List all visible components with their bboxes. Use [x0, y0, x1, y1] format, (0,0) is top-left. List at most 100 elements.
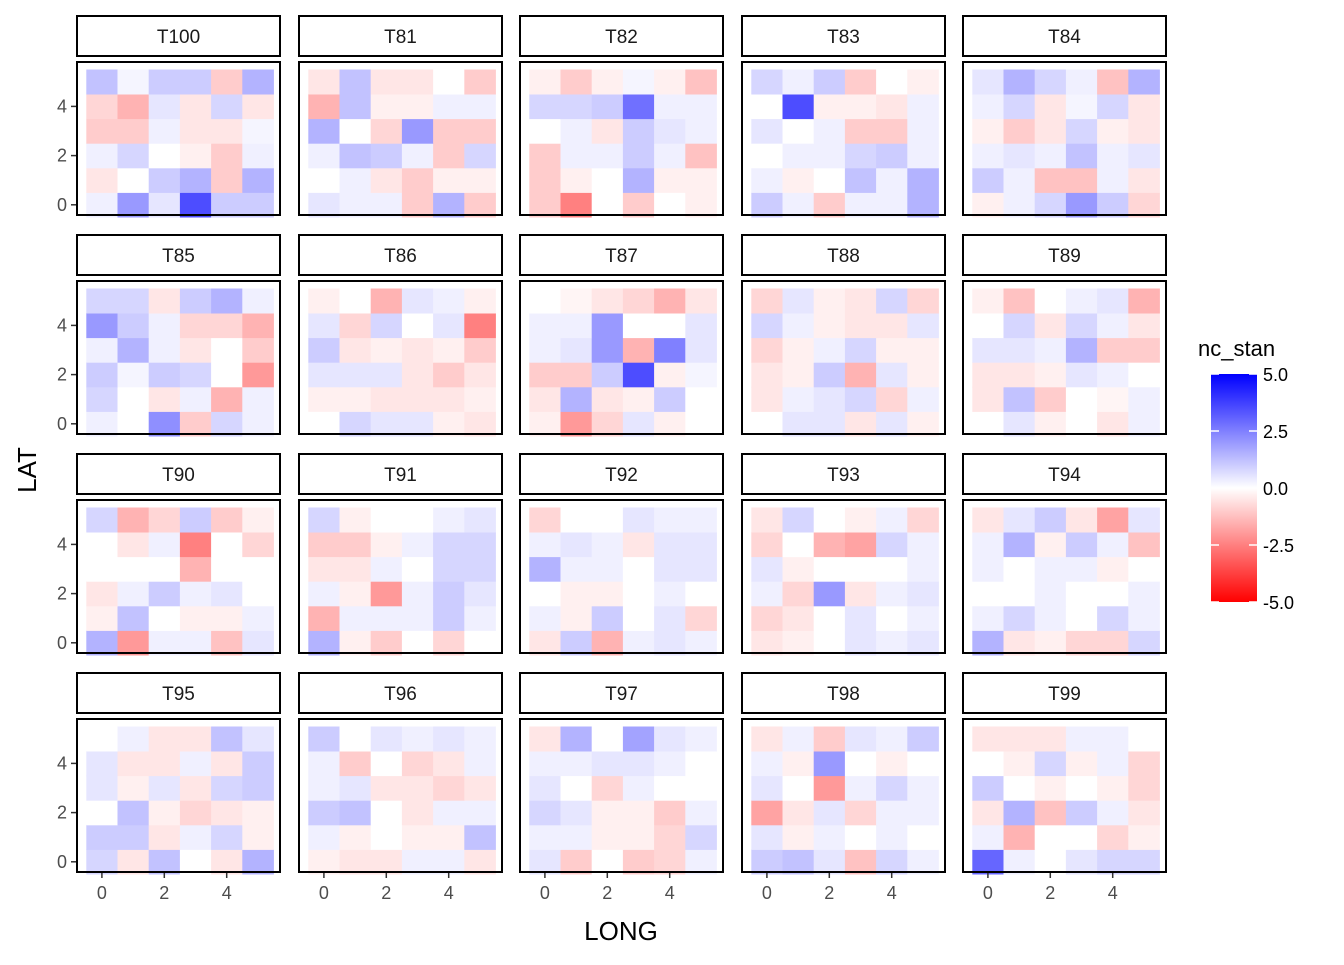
heatmap-cell [529, 192, 561, 218]
heatmap-cell [1065, 824, 1098, 850]
heatmap-cell [972, 751, 1004, 777]
heatmap-cell [654, 337, 686, 363]
heatmap-cell [751, 726, 783, 752]
heatmap-cell [370, 118, 403, 144]
heatmap-cell [370, 507, 403, 533]
heatmap-cell [1034, 581, 1067, 607]
panel-border [519, 280, 724, 435]
heatmap-cell [813, 556, 846, 582]
heatmap-cell [370, 775, 403, 801]
heatmap-cell [1003, 94, 1036, 120]
heatmap-cell [844, 118, 877, 144]
heatmap-cell [370, 824, 403, 850]
heatmap-cell [401, 411, 434, 437]
heatmap-cell [370, 532, 403, 558]
heatmap-cell [685, 751, 717, 777]
heatmap-cell [876, 630, 908, 656]
heatmap-cell [622, 167, 655, 193]
heatmap-cell [179, 824, 212, 850]
heatmap-cell [654, 118, 686, 144]
heatmap-cell [86, 94, 118, 120]
legend-title: nc_stan [1198, 336, 1275, 361]
heatmap-cell [148, 192, 181, 218]
heatmap-cell [622, 630, 655, 656]
heatmap-cell [972, 192, 1004, 218]
heatmap-cell [876, 751, 908, 777]
heatmap-cell [339, 69, 372, 95]
heatmap-cell [1034, 143, 1067, 169]
heatmap-cell [782, 507, 815, 533]
heatmap-cell [782, 630, 815, 656]
heatmap-cell [876, 507, 908, 533]
heatmap-cell [813, 726, 846, 752]
heatmap-cell [844, 630, 877, 656]
heatmap-cell [86, 726, 118, 752]
heatmap-cell [117, 386, 150, 412]
facet-label: T98 [827, 684, 860, 705]
heatmap-cell [972, 386, 1004, 412]
heatmap-cell [529, 532, 561, 558]
heatmap-cell [1065, 775, 1098, 801]
heatmap-cell [370, 849, 403, 875]
heatmap-cell [401, 751, 434, 777]
heatmap-cell [844, 581, 877, 607]
heatmap-cell [401, 507, 434, 533]
heatmap-cell [782, 288, 815, 314]
heatmap-cell [876, 532, 908, 558]
heatmap-cell [308, 192, 340, 218]
heatmap-cell [622, 69, 655, 95]
heatmap-cell [148, 69, 181, 95]
heatmap-cells [308, 288, 496, 437]
heatmap-cell [972, 313, 1004, 339]
heatmap-cells [308, 726, 496, 875]
heatmap-cell [654, 362, 686, 388]
heatmap-cell [560, 192, 593, 218]
heatmap-cell [813, 581, 846, 607]
heatmap-cell [117, 532, 150, 558]
heatmap-cell [1128, 775, 1160, 801]
heatmap-cell [813, 411, 846, 437]
heatmap-cell [1003, 824, 1036, 850]
heatmap-cell [529, 726, 561, 752]
heatmap-cell [401, 192, 434, 218]
heatmap-cell [464, 726, 496, 752]
heatmap-cell [211, 556, 243, 582]
heatmap-cell [1065, 313, 1098, 339]
heatmap-cell [179, 630, 212, 656]
heatmap-cell [529, 337, 561, 363]
heatmap-cell [117, 581, 150, 607]
heatmap-cell [782, 556, 815, 582]
facet-grid: T100 0 2 4 T81 T82 T83 T84 T85 0 2 4 T86 T87 T88 T89 T90… [57, 15, 1167, 903]
color-legend: nc_stan 5.0 2.5 0.0 -2.5 -5.0 [1198, 336, 1294, 613]
heatmap-cell [464, 167, 496, 193]
heatmap-cell [751, 143, 783, 169]
heatmap-cell [1128, 581, 1160, 607]
heatmap-cell [560, 386, 593, 412]
facet-T84: T84 [962, 15, 1167, 218]
heatmap-cell [972, 143, 1004, 169]
panel-border [741, 280, 946, 435]
heatmap-cell [782, 69, 815, 95]
heatmap-cell [813, 605, 846, 631]
facet-label: T99 [1048, 684, 1081, 705]
heatmap-cell [242, 288, 274, 314]
heatmap-cell [211, 337, 243, 363]
heatmap-cell [86, 824, 118, 850]
heatmap-cell [339, 362, 372, 388]
heatmap-cell [529, 630, 561, 656]
facet-label: T84 [1048, 27, 1081, 48]
heatmap-cell [339, 143, 372, 169]
heatmap-cell [907, 362, 939, 388]
heatmap-cell [907, 192, 939, 218]
heatmap-cell [782, 94, 815, 120]
x-tick-label: 4 [665, 883, 675, 903]
heatmap-cell [339, 726, 372, 752]
heatmap-cell [242, 849, 274, 875]
heatmap-cell [591, 849, 624, 875]
heatmap-cell [86, 800, 118, 826]
heatmap-cell [622, 362, 655, 388]
heatmap-cell [179, 118, 212, 144]
heatmap-cell [86, 556, 118, 582]
heatmap-cell [972, 288, 1004, 314]
heatmap-cell [685, 94, 717, 120]
